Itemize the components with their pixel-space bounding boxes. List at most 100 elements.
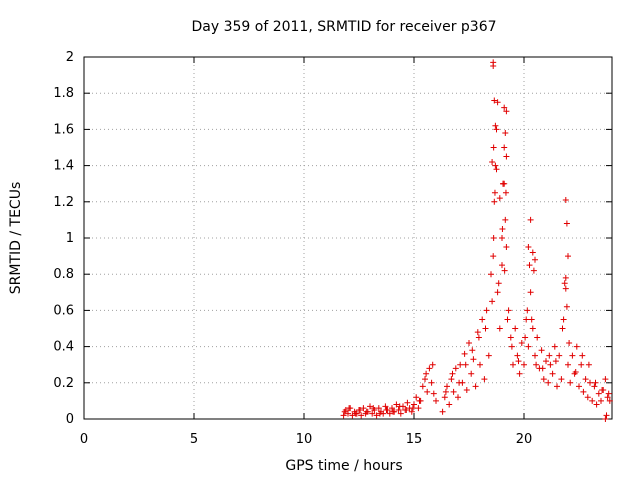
data-point	[582, 376, 589, 383]
data-point	[565, 253, 571, 260]
data-point	[393, 401, 400, 408]
data-point	[396, 403, 403, 410]
data-point	[558, 376, 565, 383]
data-point	[530, 267, 537, 274]
data-point	[602, 416, 609, 422]
data-point	[470, 356, 477, 363]
data-point	[501, 267, 508, 274]
y-tick-label: 1.6	[53, 122, 74, 137]
data-point	[358, 412, 365, 419]
chart-title: Day 359 of 2011, SRMTID for receiver p36…	[191, 19, 496, 35]
data-point	[546, 352, 553, 359]
data-point	[545, 379, 552, 386]
data-point	[367, 403, 373, 410]
data-point	[403, 406, 410, 413]
y-tick-label: 1.4	[53, 159, 74, 174]
data-point	[524, 307, 531, 314]
data-point	[340, 412, 347, 419]
data-point	[469, 347, 476, 354]
data-point	[552, 358, 559, 365]
data-point	[526, 262, 533, 269]
data-point	[503, 244, 510, 251]
data-point	[584, 394, 591, 401]
data-point	[494, 289, 501, 296]
data-point	[532, 352, 538, 359]
data-point	[589, 397, 596, 404]
data-point	[572, 368, 579, 375]
data-point	[390, 408, 397, 415]
data-point	[345, 410, 351, 417]
y-tick-label: 0.6	[53, 303, 74, 318]
data-point	[461, 350, 468, 357]
data-point	[547, 361, 554, 368]
data-point	[587, 379, 593, 386]
data-point	[507, 334, 514, 341]
data-point	[426, 365, 433, 372]
data-point	[499, 225, 506, 232]
data-points	[340, 59, 613, 422]
data-point	[373, 412, 380, 419]
data-point	[565, 361, 571, 368]
data-point	[528, 316, 535, 323]
data-point	[567, 379, 574, 386]
data-point	[501, 104, 508, 111]
data-point	[395, 406, 402, 413]
y-tick-label: 0.4	[53, 340, 74, 355]
data-point	[386, 410, 393, 417]
data-point	[441, 394, 448, 401]
data-point	[439, 408, 446, 415]
data-point	[472, 383, 479, 390]
data-point	[532, 256, 538, 263]
data-point	[578, 361, 585, 368]
data-point	[341, 408, 348, 415]
data-point	[539, 365, 546, 372]
data-point	[444, 383, 450, 390]
data-point	[521, 361, 527, 368]
data-point	[369, 410, 376, 417]
data-point	[489, 298, 496, 305]
data-point	[543, 358, 549, 365]
data-point	[389, 405, 395, 412]
data-point	[562, 285, 569, 292]
data-point	[516, 370, 523, 377]
data-point	[533, 361, 540, 368]
data-point	[573, 343, 580, 350]
data-point	[397, 410, 404, 417]
data-point	[606, 397, 613, 404]
data-point	[522, 334, 529, 341]
data-point	[433, 397, 439, 404]
data-point	[382, 403, 389, 410]
y-tick-label: 1.8	[53, 86, 74, 101]
data-point	[523, 316, 530, 323]
data-point	[499, 235, 505, 241]
data-point	[490, 253, 497, 260]
data-point	[502, 216, 509, 223]
data-point	[413, 394, 420, 401]
data-point	[376, 410, 383, 417]
x-tick-label: 10	[296, 432, 313, 447]
data-point	[490, 235, 497, 241]
data-point	[463, 387, 470, 394]
x-tick-label: 5	[190, 432, 198, 447]
data-point	[423, 370, 430, 377]
data-point	[492, 122, 499, 129]
data-point	[585, 361, 592, 368]
data-point	[482, 325, 489, 332]
data-point	[598, 397, 604, 404]
data-point	[525, 343, 532, 350]
data-point	[452, 365, 459, 372]
x-axis-label: GPS time / hours	[285, 458, 402, 474]
data-point	[592, 379, 599, 386]
data-point	[457, 361, 464, 368]
data-point	[518, 339, 525, 346]
data-point	[496, 195, 503, 202]
data-point	[468, 370, 475, 377]
x-tick-label: 15	[406, 432, 423, 447]
data-point	[415, 405, 422, 412]
data-point	[579, 352, 586, 359]
data-point	[549, 370, 556, 377]
data-point	[580, 388, 587, 395]
data-point	[494, 99, 501, 106]
data-point	[496, 325, 503, 332]
data-point	[529, 325, 536, 332]
